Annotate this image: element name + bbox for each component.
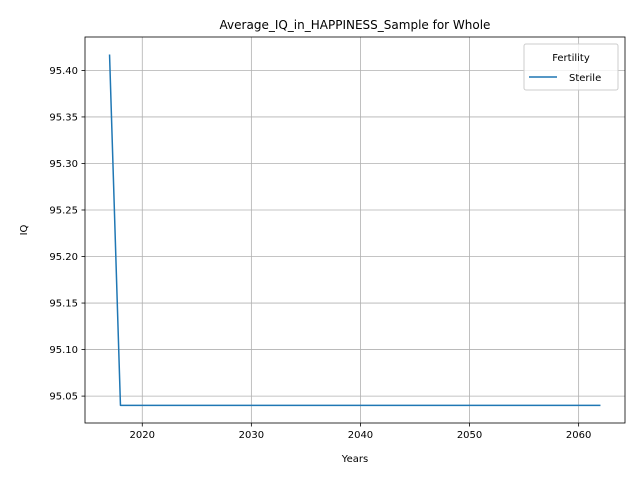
- y-tick-label: 95.35: [49, 112, 78, 123]
- y-tick-label: 95.05: [49, 392, 78, 403]
- y-axis-ticks: 95.05 95.10 95.15 95.20 95.25 95.30 95.35 95.40: [49, 66, 85, 403]
- x-axis-ticks: 2020 2030 2040 2050 2060: [130, 423, 591, 441]
- x-tick-label: 2060: [566, 430, 591, 441]
- y-tick-label: 95.30: [49, 159, 78, 170]
- y-tick-label: 95.20: [49, 252, 78, 263]
- legend-label-sterile: Sterile: [569, 73, 601, 84]
- plot-area-frame: [84, 36, 626, 424]
- series-layer: [108, 54, 601, 407]
- x-axis-label: Years: [341, 454, 368, 465]
- y-tick-label: 95.25: [49, 205, 78, 216]
- chart-title: Average_IQ_in_HAPPINESS_Sample for Whole: [220, 18, 491, 32]
- series-line-sterile: [108, 54, 601, 407]
- y-axis-label: IQ: [19, 224, 30, 235]
- grid: [85, 37, 625, 423]
- legend-box: [523, 43, 619, 91]
- y-tick-label: 95.40: [49, 66, 78, 77]
- y-tick-label: 95.15: [49, 299, 78, 310]
- x-tick-label: 2020: [130, 430, 155, 441]
- x-tick-label: 2050: [457, 430, 482, 441]
- x-tick-label: 2040: [348, 430, 373, 441]
- legend: Fertility Sterile: [523, 43, 619, 91]
- x-tick-label: 2030: [239, 430, 264, 441]
- legend-title: Fertility: [552, 53, 590, 64]
- y-tick-label: 95.10: [49, 345, 78, 356]
